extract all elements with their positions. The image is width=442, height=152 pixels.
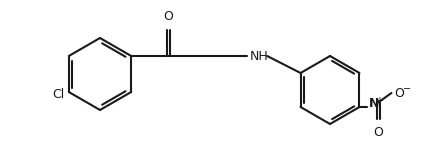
Text: +: + [375, 96, 384, 106]
Text: NH: NH [250, 50, 269, 62]
Text: N: N [369, 97, 379, 109]
Text: Cl: Cl [53, 88, 65, 100]
Text: O: O [373, 126, 383, 139]
Text: −: − [404, 84, 412, 94]
Text: O: O [394, 86, 404, 100]
Text: O: O [163, 10, 173, 23]
